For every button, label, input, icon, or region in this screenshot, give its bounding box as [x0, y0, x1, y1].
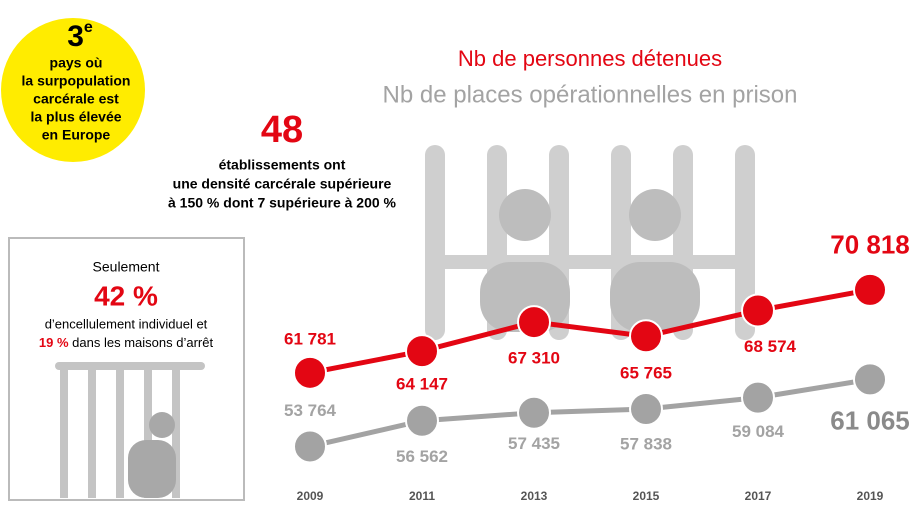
data-point: [517, 395, 551, 430]
prison-bars: [425, 145, 755, 340]
series-line: [309, 287, 871, 376]
data-label: 61 065: [830, 405, 910, 435]
callout-line: établissements ont: [219, 157, 346, 173]
box-line2: 19 % dans les maisons d’arrêt: [39, 335, 214, 350]
callout-number: 48: [261, 109, 303, 151]
badge-line: pays où: [50, 55, 103, 71]
data-label: 67 310: [508, 349, 560, 368]
data-label: 57 838: [620, 435, 672, 454]
data-point: [741, 380, 775, 415]
x-tick-label: 2015: [633, 489, 660, 503]
x-tick-label: 2009: [297, 489, 324, 503]
box-intro: Seulement: [93, 259, 160, 275]
badge-rank: 3e: [67, 19, 93, 53]
data-label: 68 574: [744, 337, 797, 356]
data-label: 59 084: [732, 422, 785, 441]
data-point: [853, 272, 887, 307]
data-point: [405, 334, 439, 369]
badge-suffix: e: [84, 19, 93, 36]
badge-line: carcérale est: [33, 91, 119, 107]
callout-line: à 150 % dont 7 supérieure à 200 %: [168, 195, 397, 211]
info-box: [8, 237, 245, 501]
callout-lines: établissements ont une densité carcérale …: [168, 157, 397, 211]
data-label: 56 562: [396, 447, 448, 466]
data-label: 70 818: [830, 230, 910, 260]
series-line: [309, 376, 871, 449]
badge-line: la surpopulation: [22, 73, 131, 89]
data-label: 57 435: [508, 434, 560, 453]
data-label: 64 147: [396, 375, 448, 394]
box-number: 42 %: [94, 280, 158, 311]
data-point: [405, 403, 439, 438]
data-point: [517, 305, 551, 340]
data-point: [293, 429, 327, 464]
x-tick-label: 2011: [409, 489, 435, 503]
badge-line: en Europe: [42, 127, 111, 143]
badge-lines: pays où la surpopulation carcérale est la p…: [22, 55, 131, 143]
callout-line: une densité carcérale supérieure: [173, 176, 392, 192]
badge-circle: [1, 18, 145, 162]
box-highlight: 19 %: [39, 335, 69, 350]
data-label: 61 781: [284, 329, 336, 348]
x-tick-label: 2019: [857, 489, 884, 503]
box-line2-text: dans les maisons d’arrêt: [69, 335, 214, 350]
x-tick-label: 2013: [521, 489, 548, 503]
data-label: 65 765: [620, 364, 672, 383]
legend-entry: Nb de personnes détenues: [458, 46, 722, 71]
badge-rank-number: 3: [67, 20, 84, 53]
data-point: [629, 392, 663, 427]
data-point: [853, 362, 887, 397]
box-line1: d’encellulement individuel et: [45, 316, 208, 331]
legend-entry: Nb de places opérationnelles en prison: [383, 81, 798, 108]
data-point: [629, 319, 663, 354]
data-point: [293, 355, 327, 390]
data-point: [741, 293, 775, 328]
data-label: 53 764: [284, 401, 337, 420]
badge-line: la plus élevée: [30, 109, 121, 125]
x-tick-label: 2017: [745, 489, 772, 503]
cell-icon: [55, 362, 205, 498]
